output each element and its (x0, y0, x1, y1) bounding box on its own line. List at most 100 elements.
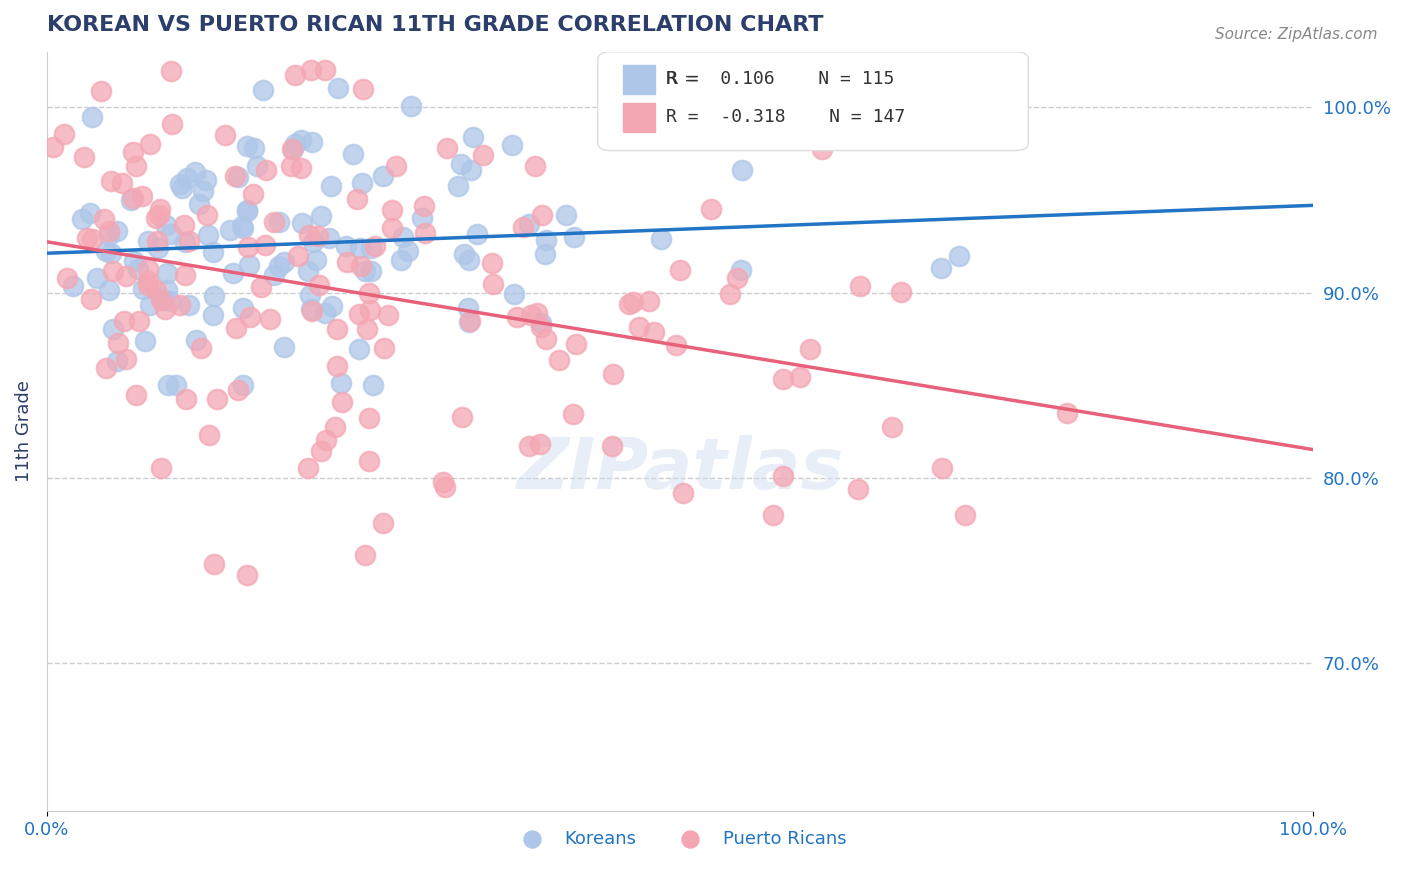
Point (711, 112, 734, 127)
Point (103, 322, 125, 336)
Point (236, 139, 259, 153)
Point (931, 461, 953, 475)
Point (433, 480, 456, 494)
Point (149, 460, 172, 475)
Point (323, 420, 346, 434)
Point (226, 383, 249, 397)
Point (643, 325, 665, 339)
Point (359, 286, 381, 301)
Point (139, 136, 162, 151)
Point (122, 191, 145, 205)
Point (287, 249, 309, 263)
Point (628, 319, 651, 334)
Point (363, 239, 385, 253)
Point (352, 81, 374, 95)
Point (381, 221, 404, 235)
Point (107, 335, 129, 350)
Point (70, 211, 93, 226)
Point (638, 293, 661, 308)
Point (349, 241, 371, 255)
Point (413, 226, 436, 240)
Point (98, 283, 121, 297)
Point (621, 295, 644, 310)
Point (236, 202, 259, 217)
Point (156, 378, 179, 392)
Point (115, 351, 138, 366)
Point (174, 392, 197, 407)
Point (191, 184, 214, 198)
Point (359, 302, 381, 317)
Point (236, 204, 259, 219)
Point (458, 252, 481, 267)
Point (97, 223, 120, 237)
Point (290, 161, 312, 175)
FancyBboxPatch shape (598, 52, 1028, 151)
Point (184, 333, 207, 347)
Point (169, 298, 191, 312)
Point (80, 232, 103, 246)
Point (352, 176, 374, 190)
Point (520, 308, 543, 322)
Point (160, 117, 183, 131)
Point (197, 228, 219, 243)
Point (309, 444, 332, 458)
Point (263, 215, 285, 229)
Point (242, 187, 264, 202)
Point (238, 258, 260, 272)
Point (530, 319, 553, 334)
Point (392, 230, 415, 244)
Point (529, 437, 551, 451)
Point (76, 231, 98, 245)
Point (122, 145, 145, 160)
Point (170, 181, 193, 195)
Text: R =: R = (666, 70, 706, 88)
Point (187, 197, 209, 211)
Point (356, 322, 378, 336)
Point (305, 253, 328, 268)
Point (284, 137, 307, 152)
Point (457, 315, 479, 329)
Point (725, 271, 748, 285)
Point (112, 314, 135, 328)
Point (136, 234, 159, 248)
Bar (623, 65, 655, 94)
Point (236, 240, 259, 254)
Point (381, 202, 404, 217)
Point (458, 314, 481, 328)
Point (307, 228, 329, 243)
Point (111, 176, 134, 190)
Point (326, 321, 349, 335)
Point (228, 169, 250, 184)
Point (79, 205, 101, 219)
Point (342, 147, 364, 161)
Point (280, 160, 302, 174)
Point (308, 277, 330, 292)
Point (263, 268, 285, 283)
Point (90, 84, 112, 98)
Point (222, 266, 245, 280)
Point (602, 368, 624, 382)
Point (80, 293, 103, 307)
Point (848, 482, 870, 496)
Point (309, 209, 332, 223)
Point (385, 159, 408, 173)
Point (326, 80, 349, 95)
Point (52, 127, 75, 141)
Point (335, 239, 357, 253)
Point (105, 354, 128, 368)
Point (346, 192, 368, 206)
Point (281, 142, 304, 156)
Point (302, 235, 325, 250)
Point (197, 428, 219, 442)
Point (132, 281, 155, 295)
Point (565, 337, 588, 351)
Point (301, 304, 323, 318)
Point (160, 64, 183, 78)
Point (413, 199, 436, 213)
Point (457, 301, 479, 315)
Point (481, 255, 503, 269)
Point (349, 260, 371, 274)
Point (361, 378, 384, 392)
Point (134, 334, 156, 348)
Point (239, 310, 262, 324)
